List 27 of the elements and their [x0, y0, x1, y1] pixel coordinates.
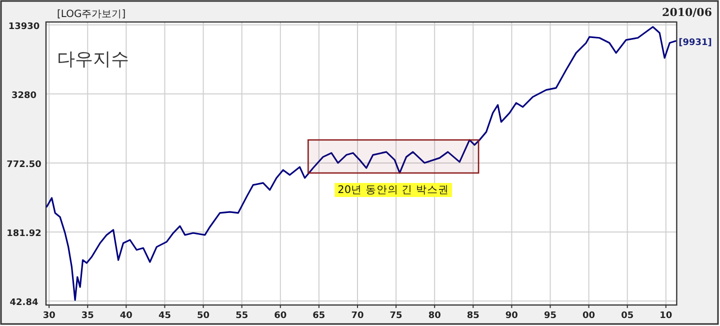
x-tick-label: 45 — [158, 311, 172, 321]
x-tick-label: 10 — [660, 311, 672, 321]
x-tick-label: 50 — [197, 311, 210, 321]
y-tick-label: 3280 — [11, 90, 37, 101]
annotation: [9931] — [678, 38, 712, 48]
x-tick-label: 90 — [505, 311, 518, 321]
x-tick-label: 55 — [236, 311, 248, 321]
x-tick-label: 40 — [120, 311, 132, 321]
x-tick-label: 35 — [81, 311, 94, 321]
x-tick-label: 75 — [390, 311, 402, 321]
x-tick-label: 00 — [582, 311, 596, 321]
x-tick-label: 95 — [544, 311, 557, 321]
text: 2010/06 — [662, 6, 712, 19]
band-label: 20년 동안의 긴 박스권 — [338, 184, 450, 196]
x-tick-label: 85 — [466, 311, 480, 321]
x-tick-label: 05 — [621, 311, 634, 321]
text: 다우지수 — [57, 49, 129, 70]
y-tick-label: 13930 — [8, 22, 40, 32]
x-tick-label: 65 — [312, 311, 326, 321]
chart-subtitle: [LOG주가보기] — [57, 9, 126, 20]
y-tick-label: 772.50 — [6, 160, 42, 170]
x-tick-label: 70 — [351, 311, 364, 321]
x-tick-label: 80 — [428, 311, 441, 321]
x-tick-label: 30 — [42, 311, 56, 321]
y-tick-label: 42.84 — [10, 298, 38, 308]
x-tick-label: 60 — [274, 311, 287, 321]
y-tick-label: 181.92 — [6, 228, 42, 239]
